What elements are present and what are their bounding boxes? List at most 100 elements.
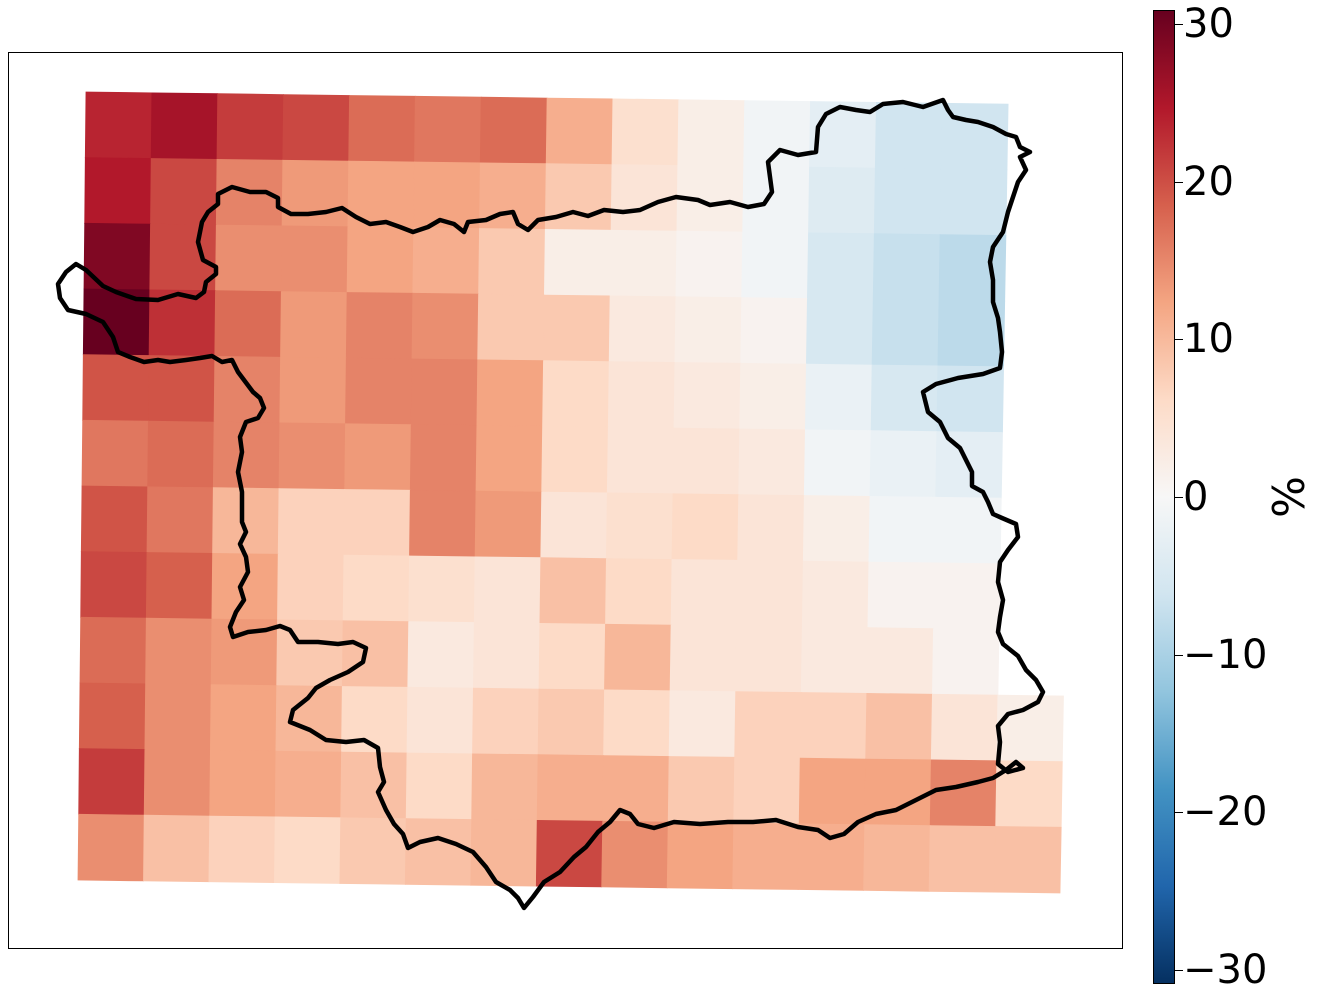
grid-cell	[739, 362, 807, 431]
grid-cell	[872, 233, 941, 301]
colorbar-tick	[1175, 497, 1183, 498]
map-area	[55, 91, 1064, 911]
grid-cell	[733, 756, 801, 825]
grid-cell	[674, 296, 743, 364]
grid-cell	[543, 294, 611, 363]
grid-cell	[471, 753, 539, 821]
grid-cell	[607, 361, 676, 429]
grid-cell	[208, 815, 276, 884]
colorbar	[1153, 10, 1175, 984]
grid-cell	[801, 560, 870, 629]
grid-cell	[808, 166, 876, 235]
grid-cell	[802, 495, 871, 563]
grid-cell	[476, 359, 544, 427]
grid-cell	[147, 420, 215, 489]
grid-cell	[147, 355, 216, 423]
grid-cell	[479, 96, 548, 165]
grid-cell	[412, 227, 480, 295]
colorbar-tick	[1175, 181, 1183, 183]
grid-cell	[473, 556, 542, 624]
grid-cell	[77, 813, 145, 882]
grid-cell	[930, 693, 999, 762]
grid-cell	[280, 291, 348, 359]
grid-cell	[280, 225, 349, 293]
grid-cell	[799, 692, 868, 760]
grid-cell	[536, 754, 605, 822]
colorbar-label: %	[1264, 476, 1315, 518]
grid-cell	[803, 429, 872, 497]
grid-cell	[606, 426, 675, 495]
grid-cell	[541, 425, 609, 494]
grid-cell	[741, 231, 809, 299]
grid-cell	[736, 559, 804, 628]
grid-cell	[82, 354, 150, 422]
grid-cell	[668, 690, 737, 758]
grid-cell	[80, 551, 148, 619]
grid-cell	[874, 101, 943, 170]
grid-cell	[603, 689, 671, 757]
region-boundary	[55, 97, 1046, 911]
grid-cell	[601, 820, 669, 889]
grid-cell	[672, 427, 741, 496]
grid-cell	[407, 621, 475, 689]
grid-cell	[477, 293, 545, 362]
grid-cell	[145, 617, 213, 686]
grid-cell	[737, 494, 805, 562]
grid-cell	[81, 419, 149, 488]
grid-cell	[408, 555, 476, 623]
grid-cell	[413, 161, 481, 229]
grid-cell	[669, 624, 738, 693]
grid-cell	[602, 755, 670, 823]
grid-cell	[80, 485, 149, 553]
grid-cell	[867, 561, 936, 630]
colorbar-gradient	[1154, 11, 1174, 983]
grid-cell	[734, 691, 802, 759]
grid-cell	[214, 290, 282, 358]
grid-cell	[345, 292, 414, 360]
grid-cell	[994, 826, 1062, 894]
grid-cell	[611, 98, 680, 166]
grid-cell	[738, 428, 806, 496]
grid-cell	[409, 489, 477, 558]
grid-cell	[213, 355, 281, 424]
colorbar-tick	[1175, 339, 1183, 341]
grid-cell	[537, 688, 605, 757]
grid-cell	[542, 360, 610, 428]
grid-cell	[341, 620, 410, 688]
grid-cell	[667, 756, 736, 824]
grid-cell	[732, 822, 800, 890]
grid-cell	[78, 748, 146, 816]
grid-cell	[212, 421, 281, 490]
grid-cell	[277, 553, 345, 622]
grid-cell	[145, 552, 214, 620]
grid-cell	[543, 228, 612, 297]
grid-cell	[931, 628, 1000, 696]
grid-cell	[215, 224, 283, 293]
grid-cell	[806, 232, 875, 300]
grid-cell	[281, 159, 350, 228]
grid-cell	[870, 364, 939, 433]
grid-cell	[84, 91, 153, 159]
colorbar-tick	[1175, 812, 1183, 814]
grid-cell	[798, 757, 867, 826]
grid-cell	[933, 562, 1001, 630]
grid-cell	[605, 558, 673, 626]
grid-cell	[410, 358, 479, 426]
grid-cell	[673, 362, 742, 430]
grid-cell	[743, 100, 811, 168]
grid-cell	[740, 297, 808, 365]
grid-cell	[78, 682, 147, 750]
colorbar-tick	[1175, 654, 1183, 656]
grid-cell	[409, 424, 478, 492]
grid-cell	[869, 430, 938, 498]
grid-cell	[472, 622, 541, 690]
grid-cell	[866, 627, 934, 695]
grid-cell	[865, 692, 933, 761]
grid-cell	[939, 168, 1008, 236]
grid-cell	[209, 684, 278, 752]
grid-cell	[84, 157, 152, 225]
grid-cell	[150, 92, 219, 160]
grid-cell	[146, 486, 214, 554]
grid-cell	[804, 363, 873, 432]
map-frame	[8, 52, 1123, 949]
